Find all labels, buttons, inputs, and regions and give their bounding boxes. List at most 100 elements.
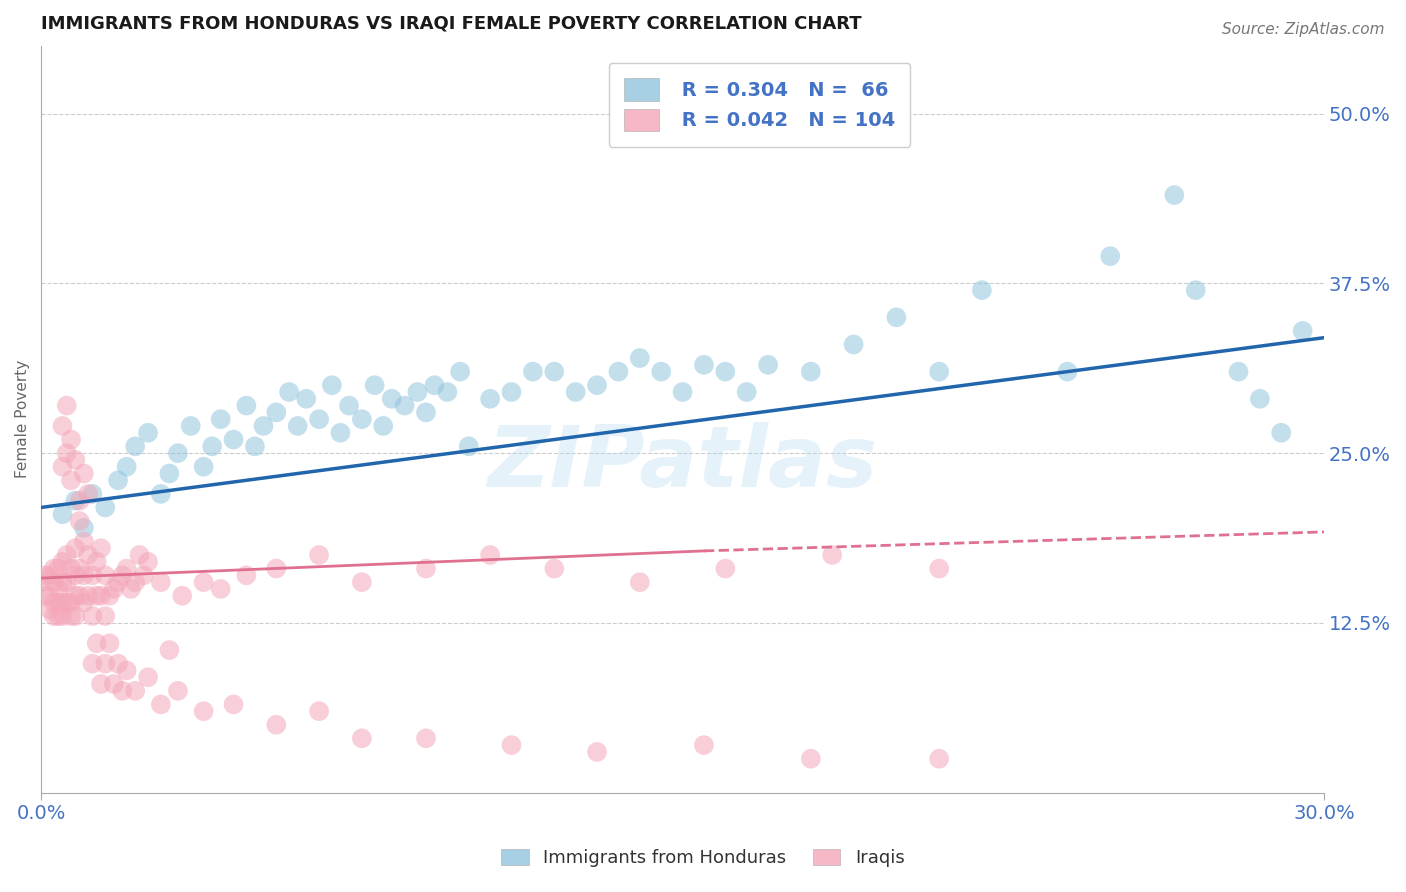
Point xyxy=(235,399,257,413)
Point xyxy=(350,575,373,590)
Point xyxy=(167,446,190,460)
Point xyxy=(51,459,73,474)
Point xyxy=(90,677,112,691)
Point xyxy=(1291,324,1313,338)
Point xyxy=(73,595,96,609)
Point xyxy=(136,425,159,440)
Point xyxy=(55,575,77,590)
Point xyxy=(1270,425,1292,440)
Point xyxy=(252,419,274,434)
Point xyxy=(423,378,446,392)
Point xyxy=(55,595,77,609)
Point xyxy=(60,433,83,447)
Point xyxy=(821,548,844,562)
Point xyxy=(86,636,108,650)
Point xyxy=(308,548,330,562)
Point xyxy=(295,392,318,406)
Point xyxy=(928,561,950,575)
Point xyxy=(800,365,823,379)
Point xyxy=(73,521,96,535)
Point xyxy=(115,459,138,474)
Point xyxy=(479,392,502,406)
Point xyxy=(77,589,100,603)
Point xyxy=(415,405,437,419)
Point xyxy=(628,351,651,365)
Point xyxy=(693,738,716,752)
Point xyxy=(381,392,404,406)
Point xyxy=(1184,283,1206,297)
Point xyxy=(180,419,202,434)
Point xyxy=(586,378,609,392)
Point xyxy=(1056,365,1078,379)
Point xyxy=(350,731,373,746)
Point xyxy=(193,459,215,474)
Y-axis label: Female Poverty: Female Poverty xyxy=(15,360,30,478)
Point xyxy=(60,561,83,575)
Point xyxy=(136,555,159,569)
Point xyxy=(928,365,950,379)
Point xyxy=(124,683,146,698)
Point xyxy=(42,575,65,590)
Point xyxy=(243,439,266,453)
Point xyxy=(86,555,108,569)
Point xyxy=(457,439,479,453)
Point xyxy=(82,568,104,582)
Text: ZIPatlas: ZIPatlas xyxy=(488,423,877,506)
Point xyxy=(94,568,117,582)
Point xyxy=(970,283,993,297)
Point xyxy=(756,358,779,372)
Point xyxy=(278,384,301,399)
Point xyxy=(69,514,91,528)
Point xyxy=(73,467,96,481)
Point xyxy=(586,745,609,759)
Point xyxy=(82,487,104,501)
Point xyxy=(543,561,565,575)
Point xyxy=(107,657,129,671)
Point xyxy=(103,677,125,691)
Point xyxy=(266,405,288,419)
Point xyxy=(735,384,758,399)
Point xyxy=(60,595,83,609)
Point xyxy=(124,575,146,590)
Point xyxy=(51,419,73,434)
Point xyxy=(98,636,121,650)
Point xyxy=(51,555,73,569)
Point xyxy=(90,541,112,556)
Point xyxy=(65,541,87,556)
Point xyxy=(55,399,77,413)
Point xyxy=(172,589,194,603)
Point xyxy=(107,473,129,487)
Point xyxy=(693,358,716,372)
Point xyxy=(65,609,87,624)
Point xyxy=(42,609,65,624)
Point xyxy=(607,365,630,379)
Point xyxy=(222,698,245,712)
Point xyxy=(65,493,87,508)
Point xyxy=(350,412,373,426)
Point xyxy=(449,365,471,379)
Point xyxy=(1099,249,1122,263)
Point xyxy=(415,561,437,575)
Point xyxy=(149,698,172,712)
Point xyxy=(55,446,77,460)
Point xyxy=(111,683,134,698)
Point xyxy=(479,548,502,562)
Point xyxy=(51,575,73,590)
Point xyxy=(69,589,91,603)
Point xyxy=(415,731,437,746)
Point xyxy=(363,378,385,392)
Point xyxy=(98,589,121,603)
Point xyxy=(157,467,180,481)
Point xyxy=(167,683,190,698)
Point xyxy=(800,752,823,766)
Point xyxy=(128,548,150,562)
Point xyxy=(149,575,172,590)
Text: Source: ZipAtlas.com: Source: ZipAtlas.com xyxy=(1222,22,1385,37)
Point xyxy=(501,738,523,752)
Point xyxy=(51,508,73,522)
Point xyxy=(38,602,60,616)
Point xyxy=(201,439,224,453)
Point xyxy=(501,384,523,399)
Point xyxy=(46,609,69,624)
Point xyxy=(65,568,87,582)
